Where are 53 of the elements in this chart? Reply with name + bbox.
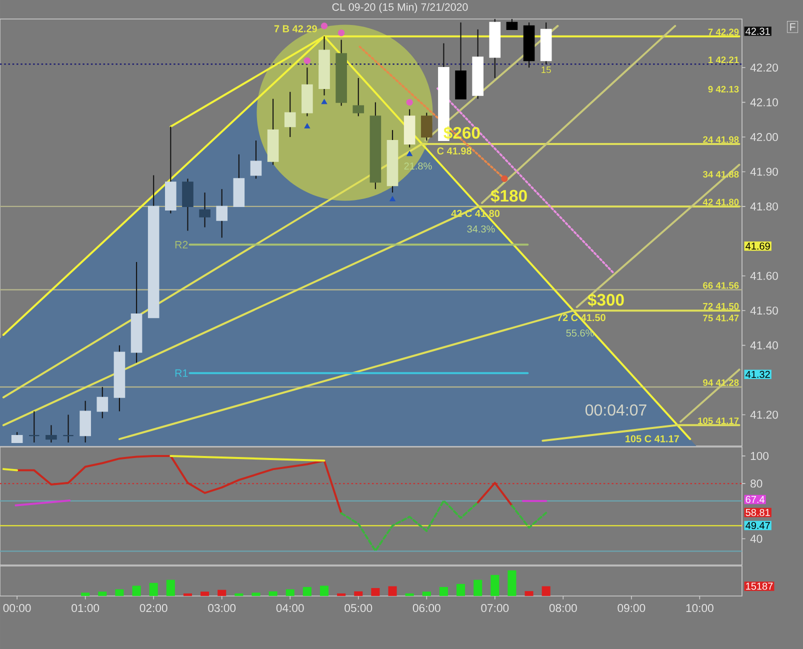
- y-tick-label: 100: [750, 452, 769, 460]
- annotation: 15: [542, 66, 551, 74]
- y-tick-label: 41.60: [750, 272, 778, 280]
- x-tick-label: 04:00: [276, 604, 304, 612]
- annotation: $300: [588, 293, 624, 307]
- y-tick-label: 42.10: [750, 98, 778, 106]
- annotation: 7 42.29: [708, 28, 739, 36]
- annotation: 00:04:07: [586, 404, 646, 416]
- annotation: 7 B 42.29: [274, 25, 317, 32]
- y-tick-label: 42.20: [750, 64, 778, 72]
- x-tick-label: 01:00: [72, 604, 100, 612]
- y-tick-label: 41.50: [750, 306, 778, 315]
- annotation: 72 41.50: [703, 302, 739, 310]
- text: 41.69: [746, 242, 770, 250]
- annotation: 66 41.56: [703, 282, 739, 289]
- annotation: C 41.98: [437, 147, 472, 155]
- y-tick-label: 42.00: [750, 133, 778, 142]
- y-tick-label: 40: [750, 534, 762, 543]
- y-tick-label: 41.20: [750, 410, 778, 419]
- x-tick-label: 00:00: [3, 604, 31, 612]
- annotation: 75 41.47: [703, 314, 739, 322]
- annotation: $180: [490, 189, 527, 203]
- x-tick-label: 06:00: [412, 604, 440, 612]
- text: 42.31: [746, 28, 770, 35]
- annotation: 105 C 41.17: [626, 435, 679, 442]
- x-tick-label: 03:00: [208, 604, 236, 612]
- text: 49.47: [746, 522, 770, 530]
- y-tick-label: 41.40: [750, 341, 778, 350]
- y-tick-label: 41.90: [750, 168, 778, 176]
- series-label: R2: [175, 240, 188, 248]
- annotation: 42 41.80: [702, 198, 739, 206]
- series-label: R1: [175, 369, 188, 377]
- x-tick-label: 02:00: [140, 604, 168, 612]
- x-tick-label: 08:00: [549, 604, 577, 612]
- annotation: 34.3%: [467, 225, 495, 233]
- text: 58.81: [746, 508, 770, 516]
- annotation: 105 41.17: [698, 417, 739, 424]
- y-tick-label: 80: [750, 480, 762, 488]
- x-tick-label: 07:00: [481, 604, 509, 612]
- text: 15187: [746, 582, 773, 590]
- chart-title: CL 09-20 (15 Min) 7/21/2020: [332, 3, 468, 13]
- annotation: 72 C 41.50: [557, 314, 606, 322]
- y-tick-label: 41.80: [750, 202, 778, 210]
- annotation: 24 41.98: [703, 136, 739, 143]
- x-tick-label: 05:00: [344, 604, 372, 612]
- annotation: 1 42.21: [708, 56, 739, 64]
- text: 41.32: [746, 370, 770, 378]
- annotation: 9 42.13: [708, 86, 739, 93]
- text: 67.4: [746, 496, 765, 504]
- text: F: [790, 23, 796, 31]
- x-tick-label: 10:00: [686, 604, 714, 612]
- annotation: 55.6%: [566, 329, 594, 337]
- x-tick-label: 09:00: [618, 604, 646, 612]
